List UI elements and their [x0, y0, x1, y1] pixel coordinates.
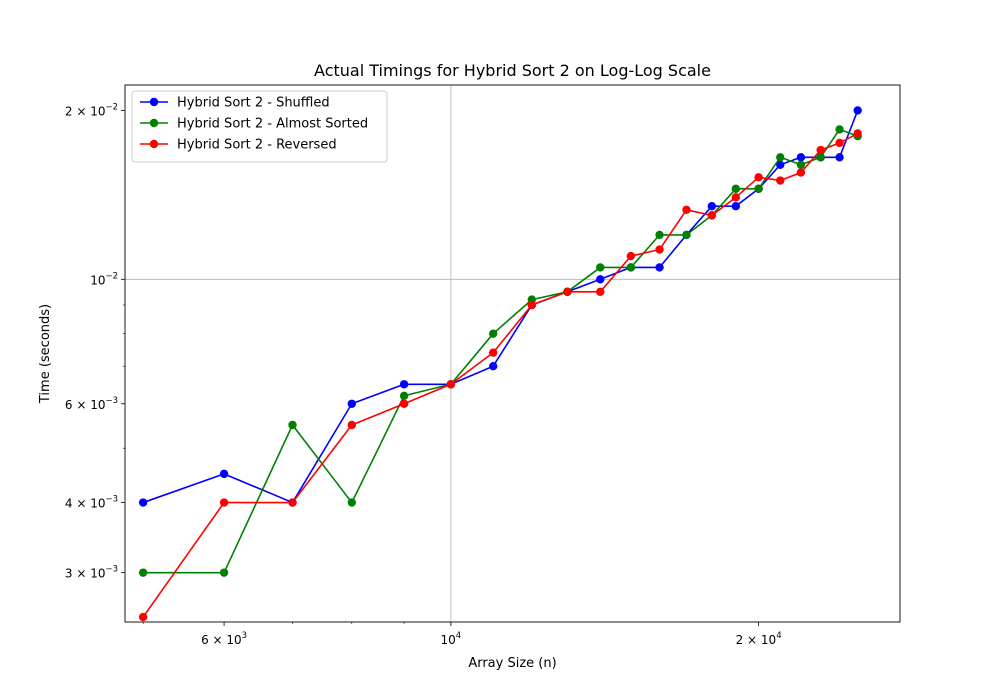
y-tick-label-exponent: −2 [105, 271, 118, 281]
y-tick-label-exponent: −3 [105, 396, 118, 406]
legend: Hybrid Sort 2 - Shuffled Hybrid Sort 2 - … [131, 90, 388, 163]
y-tick-label-base: 6 × 10 [65, 398, 106, 412]
legend-label: Hybrid Sort 2 - Reversed [177, 138, 337, 153]
chart-title: Actual Timings for Hybrid Sort 2 on Log-… [314, 61, 711, 80]
axes-frame [124, 84, 901, 623]
data-point [682, 230, 691, 240]
legend-label: Hybrid Sort 2 - Shuffled [177, 96, 330, 111]
y-axis-label: Time (seconds) [38, 304, 53, 404]
data-point [347, 399, 356, 408]
y-tick-label-base: 4 × 10 [65, 497, 106, 511]
data-point [596, 263, 605, 272]
y-tick-label: 10−2 [90, 271, 118, 287]
data-point [731, 193, 741, 202]
series-3 [138, 129, 862, 622]
legend-label: Hybrid Sort 2 - Almost Sorted [177, 117, 368, 132]
y-tick-label-exponent: −3 [105, 495, 118, 505]
y-tick-label: 2 × 10−2 [65, 102, 118, 118]
x-tick-label-base: 6 × 10 [201, 633, 242, 647]
data-point [399, 399, 409, 408]
data-point [626, 251, 636, 261]
x-axis-label: Array Size (n) [468, 656, 556, 671]
data-point [707, 201, 717, 211]
data-point [488, 329, 498, 338]
data-point [219, 498, 229, 507]
data-point [596, 287, 605, 297]
y-tick-label: 6 × 10−3 [65, 396, 118, 412]
data-point [347, 420, 356, 430]
data-point [288, 498, 297, 507]
y-tick-label-base: 10 [90, 273, 105, 287]
x-tick-label-base: 2 × 10 [736, 633, 777, 647]
y-tick-label-base: 2 × 10 [65, 104, 106, 118]
legend-box [131, 90, 388, 163]
data-point [488, 362, 498, 371]
data-point [138, 568, 148, 577]
data-point [527, 300, 537, 310]
data-point [796, 153, 806, 162]
data-point [399, 380, 409, 389]
data-point [655, 263, 664, 272]
x-tick-label-exponent: 4 [456, 631, 461, 641]
data-point [731, 201, 741, 211]
data-point [596, 275, 605, 284]
data-point [682, 205, 691, 215]
data-point [816, 145, 825, 155]
data-point [219, 568, 229, 577]
grid-lines [125, 85, 900, 622]
x-tick-label: 2 × 104 [736, 631, 782, 647]
x-tick-label-base: 10 [441, 633, 456, 647]
data-point [835, 138, 844, 148]
plot-frame [124, 84, 901, 623]
data-point [853, 106, 862, 115]
y-tick-label-base: 3 × 10 [65, 567, 106, 581]
data-point [655, 245, 664, 254]
data-point [707, 211, 717, 220]
data-point [446, 380, 456, 389]
x-tick-label: 6 × 103 [201, 631, 247, 647]
data-point [754, 173, 763, 182]
data-point [853, 129, 862, 138]
data-point [626, 263, 636, 272]
data-point [835, 125, 844, 134]
legend-item: Hybrid Sort 2 - Reversed [140, 138, 337, 153]
data-point [138, 612, 148, 622]
data-point [731, 184, 741, 193]
x-tick-label: 104 [441, 631, 462, 647]
legend-item: Hybrid Sort 2 - Almost Sorted [140, 117, 368, 132]
x-tick-label-exponent: 3 [242, 631, 247, 641]
x-tick-label-exponent: 4 [776, 631, 781, 641]
data-point [776, 153, 785, 162]
y-tick-label: 4 × 10−3 [65, 495, 118, 511]
y-tick-label-exponent: −3 [105, 565, 118, 575]
data-point [776, 160, 785, 169]
data-point [796, 160, 806, 169]
data-point [796, 168, 806, 177]
y-tick-label-exponent: −2 [105, 102, 118, 112]
data-point [399, 391, 409, 400]
data-point [835, 153, 844, 162]
data-point [347, 498, 356, 507]
data-point [776, 176, 785, 185]
data-point [816, 153, 825, 162]
legend-swatch-marker [149, 139, 159, 149]
data-point [288, 420, 297, 430]
data-point [655, 230, 664, 240]
data-point [563, 287, 572, 297]
data-point [138, 498, 148, 507]
legend-swatch-marker [149, 97, 159, 107]
y-tick-label: 3 × 10−3 [65, 565, 118, 581]
data-point [219, 469, 229, 479]
data-point [754, 184, 763, 193]
legend-item: Hybrid Sort 2 - Shuffled [140, 96, 330, 111]
legend-swatch-marker [149, 118, 159, 128]
data-point [488, 348, 498, 357]
plot-series [138, 106, 862, 622]
